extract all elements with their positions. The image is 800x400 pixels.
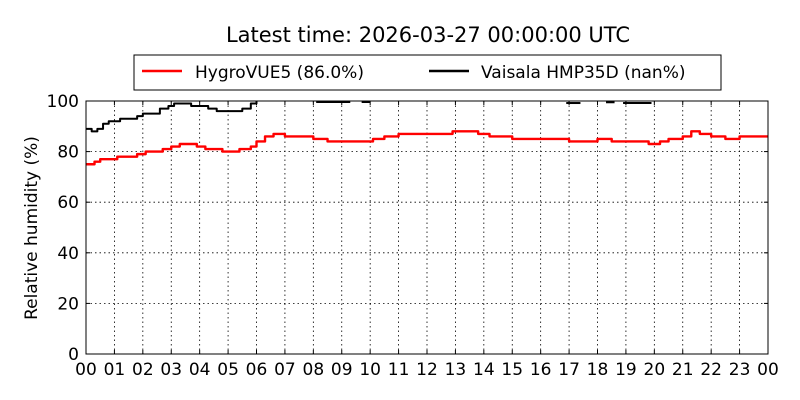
x-tick-label: 23 xyxy=(729,360,751,380)
x-tick-label: 02 xyxy=(132,360,154,380)
x-tick-label: 21 xyxy=(672,360,694,380)
legend: HygroVUE5 (86.0%) Vaisala HMP35D (nan%) xyxy=(133,54,722,91)
series-line-vaisala xyxy=(86,101,258,133)
x-tick-label: 15 xyxy=(501,360,523,380)
legend-label-vaisala: Vaisala HMP35D (nan%) xyxy=(481,63,685,83)
x-tick-label: 04 xyxy=(189,360,211,380)
x-tick-label: 11 xyxy=(388,360,410,380)
x-tick-label: 10 xyxy=(359,360,381,380)
grid-layer xyxy=(86,101,768,354)
legend-label-hygrovue5: HygroVUE5 (86.0%) xyxy=(195,63,364,83)
x-tick-label: 01 xyxy=(104,360,126,380)
x-tick-label: 16 xyxy=(530,360,552,380)
x-tick-label: 19 xyxy=(615,360,637,380)
x-tick-label: 05 xyxy=(217,360,239,380)
series-line-hygrovue5 xyxy=(86,130,768,166)
x-tick-label: 00 xyxy=(757,360,779,380)
y-axis-label: Relative humidity (%) xyxy=(22,136,42,320)
x-tick-label: 13 xyxy=(445,360,467,380)
legend-box xyxy=(133,54,722,91)
x-tick-label: 03 xyxy=(160,360,182,380)
x-tick-label: 00 xyxy=(75,360,97,380)
x-tick-label: 22 xyxy=(700,360,722,380)
x-tick-label: 17 xyxy=(558,360,580,380)
y-tick-label: 20 xyxy=(57,294,79,314)
x-tick-label: 18 xyxy=(587,360,609,380)
x-tick-label: 20 xyxy=(644,360,666,380)
series-layer xyxy=(86,101,768,166)
x-tick-label: 14 xyxy=(473,360,495,380)
y-tick-label: 0 xyxy=(68,345,79,365)
chart-title: Latest time: 2026-03-27 00:00:00 UTC xyxy=(226,23,630,47)
y-tick-label: 80 xyxy=(57,143,79,163)
y-tick-label: 60 xyxy=(57,193,79,213)
x-tick-label: 08 xyxy=(303,360,325,380)
x-tick-label: 09 xyxy=(331,360,353,380)
x-tick-label: 07 xyxy=(274,360,296,380)
x-tick-label: 06 xyxy=(246,360,268,380)
y-tick-label: 100 xyxy=(47,92,79,112)
tick-layer: 00 01 02 03 04 05 06 07 08 09 10 11 12 13 14 15 16 17 18 19… xyxy=(47,92,779,380)
y-tick-label: 40 xyxy=(57,244,79,264)
x-tick-label: 12 xyxy=(416,360,438,380)
